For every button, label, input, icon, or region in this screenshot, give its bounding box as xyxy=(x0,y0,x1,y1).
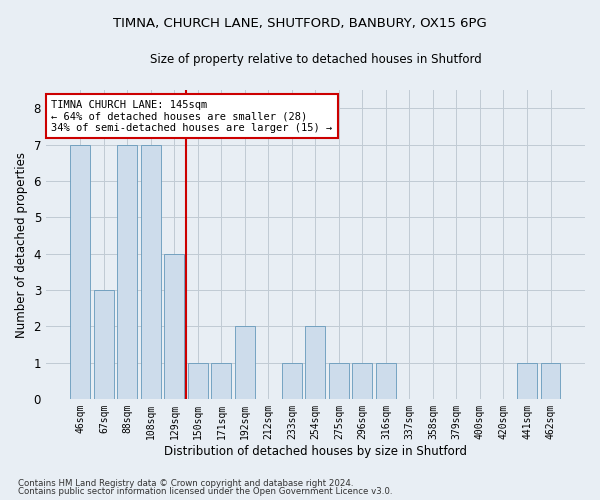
Bar xyxy=(305,326,325,399)
Bar xyxy=(235,326,255,399)
Text: TIMNA CHURCH LANE: 145sqm
← 64% of detached houses are smaller (28)
34% of semi-: TIMNA CHURCH LANE: 145sqm ← 64% of detac… xyxy=(52,100,332,132)
Bar xyxy=(541,362,560,399)
Bar xyxy=(211,362,232,399)
Bar xyxy=(141,144,161,399)
Text: Contains HM Land Registry data © Crown copyright and database right 2024.: Contains HM Land Registry data © Crown c… xyxy=(18,478,353,488)
Text: Contains public sector information licensed under the Open Government Licence v3: Contains public sector information licen… xyxy=(18,488,392,496)
Bar xyxy=(282,362,302,399)
Bar xyxy=(70,144,91,399)
Bar xyxy=(352,362,373,399)
Bar xyxy=(517,362,537,399)
Bar xyxy=(164,254,184,399)
Bar xyxy=(188,362,208,399)
Y-axis label: Number of detached properties: Number of detached properties xyxy=(15,152,28,338)
X-axis label: Distribution of detached houses by size in Shutford: Distribution of detached houses by size … xyxy=(164,444,467,458)
Bar xyxy=(94,290,114,399)
Title: Size of property relative to detached houses in Shutford: Size of property relative to detached ho… xyxy=(149,52,481,66)
Bar xyxy=(376,362,396,399)
Bar xyxy=(329,362,349,399)
Bar xyxy=(118,144,137,399)
Text: TIMNA, CHURCH LANE, SHUTFORD, BANBURY, OX15 6PG: TIMNA, CHURCH LANE, SHUTFORD, BANBURY, O… xyxy=(113,18,487,30)
